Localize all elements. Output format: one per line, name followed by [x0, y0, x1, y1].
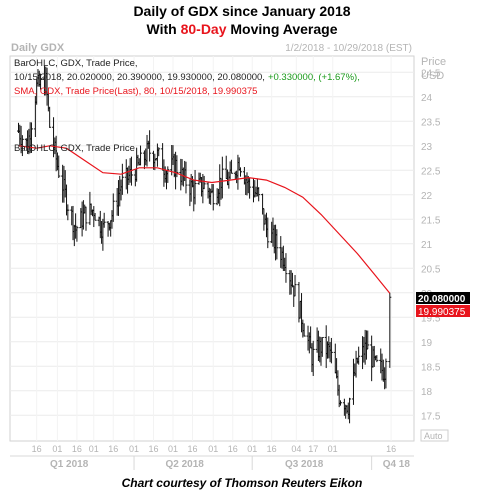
chart-subtitle: With 80-Day Moving Average	[0, 21, 484, 37]
y-tick-label: 19	[421, 338, 433, 349]
x-tick-label: 01	[208, 444, 218, 454]
subtitle-pre: With	[146, 21, 181, 37]
chart-header-strip	[10, 39, 414, 55]
y-tick-label: 22	[421, 191, 433, 202]
y-axis: 17.51818.51919.52020.52121.52222.52323.5…	[421, 68, 441, 422]
legend-bar-line1: BarOHLC, GDX, Trade Price,	[14, 58, 138, 69]
x-tick-label: 01	[89, 444, 99, 454]
y-tick-label: 24	[421, 93, 433, 104]
y-tick-label: 22.5	[421, 166, 441, 177]
x-tick-label: 01	[328, 444, 338, 454]
y-tick-label: 17.5	[421, 411, 441, 422]
x-tick-label: 16	[187, 444, 197, 454]
quarter-label: Q3 2018	[285, 459, 324, 470]
grid	[10, 56, 414, 441]
x-tick-label: 17	[308, 444, 318, 454]
currency-label: USD	[421, 70, 444, 82]
ohlc-bars	[16, 65, 392, 424]
x-tick-label: 16	[228, 444, 238, 454]
y-tick-label: 21	[421, 240, 433, 251]
y-tick-label: 23.5	[421, 117, 441, 128]
legend-bar-change: +0.330000, (+1.67%),	[268, 72, 360, 83]
y-tick-label: 18.5	[421, 362, 441, 373]
auto-scale-button[interactable]	[420, 429, 449, 442]
price-label: Price	[421, 56, 446, 68]
y-tick-label: 21.5	[421, 215, 441, 226]
x-tick-label: 16	[149, 444, 159, 454]
legend-bar-values: 10/15/2018, 20.020000, 20.390000, 19.930…	[14, 72, 265, 83]
y-tick-label: 23	[421, 142, 433, 153]
last-price-badge	[416, 292, 470, 304]
x-tick-label: 16	[108, 444, 118, 454]
auto-scale-label: Auto	[424, 431, 443, 441]
y-tick-label: 20.5	[421, 264, 441, 275]
y-tick-label: 18	[421, 387, 433, 398]
subtitle-highlight: 80-Day	[180, 21, 227, 37]
quarter-label: Q1 2018	[50, 459, 89, 470]
symbol-label: Daily GDX	[11, 42, 65, 54]
x-tick-label: 04	[291, 444, 301, 454]
sma-badge	[416, 305, 470, 317]
x-tick-label: 16	[32, 444, 42, 454]
x-tick-label: 16	[386, 444, 396, 454]
y-tick-label: 24.5	[421, 68, 441, 79]
inner-bar-label: BarOHLC, GDX, Trade Price	[14, 143, 135, 154]
x-tick-label: 16	[267, 444, 277, 454]
chart-title: Daily of GDX since January 2018	[133, 3, 351, 19]
legend-sma-line: SMA, GDX, Trade Price(Last), 80, 10/15/2…	[14, 86, 257, 97]
legend-bar-line2: 10/15/2018, 20.020000, 20.390000, 19.930…	[14, 72, 360, 83]
x-tick-label: 16	[72, 444, 82, 454]
last-price-value: 20.080000	[418, 294, 466, 305]
x-tick-label: 01	[52, 444, 62, 454]
subtitle-post: Moving Average	[226, 21, 338, 37]
x-tick-label: 01	[247, 444, 257, 454]
quarter-label: Q4 18	[383, 459, 411, 470]
quarter-label: Q2 2018	[165, 459, 204, 470]
y-tick-label: 19.5	[421, 313, 441, 324]
chart-caption: Chart courtesy of Thomson Reuters Eikon	[121, 476, 363, 490]
x-axis: 16 01 16 01 16 01 16 01 16 01 16 01 16 04 17 01 16 Q1 201…	[10, 444, 414, 470]
x-tick-label: 01	[168, 444, 178, 454]
date-range: 1/2/2018 - 10/29/2018 (EST)	[285, 43, 412, 54]
sma-badge-value: 19.990375	[418, 307, 466, 318]
x-tick-label: 01	[129, 444, 139, 454]
sma-line	[18, 145, 391, 294]
